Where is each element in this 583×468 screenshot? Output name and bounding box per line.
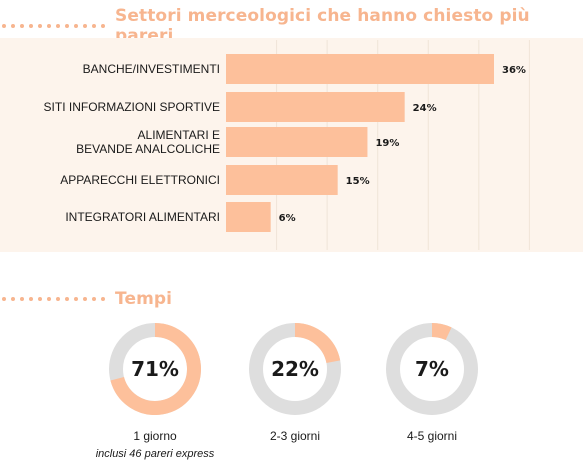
donut-slice	[294, 323, 341, 364]
dotted-line-decoration	[2, 297, 105, 301]
donut-label: 1 giorno	[133, 429, 177, 443]
tempi-title: Tempi	[115, 289, 173, 309]
category-label: BEVANDE ANALCOLICHE	[76, 142, 220, 156]
value-label: 15%	[346, 176, 370, 187]
donut-slice	[110, 323, 201, 415]
category-label: BANCHE/INVESTIMENTI	[83, 62, 220, 76]
donut-4-5-giorni: 7% 4-5 giorni	[362, 323, 502, 443]
value-label: 36%	[502, 65, 526, 76]
donut-chart: 22%	[249, 323, 341, 415]
donut-chart: 71%	[109, 323, 201, 415]
donut-2-3-giorni: 22% 2-3 giorni	[225, 323, 365, 443]
donut-value-label: 22%	[271, 357, 319, 381]
donut-value-label: 71%	[131, 357, 179, 381]
category-label: INTEGRATORI ALIMENTARI	[65, 210, 220, 224]
bar	[226, 202, 271, 232]
bar	[226, 92, 405, 122]
donut-slice	[431, 323, 452, 341]
category-label: APPARECCHI ELETTRONICI	[60, 173, 220, 187]
sector-bar-chart: BANCHE/INVESTIMENTI 36% SITI INFORMAZIONI …	[44, 40, 530, 250]
bar	[226, 165, 338, 195]
tempi-section-header: Tempi	[0, 289, 172, 309]
donut-sublabel: inclusi 46 pareri express	[95, 448, 215, 460]
category-label: ALIMENTARI E	[138, 128, 220, 142]
bar	[226, 54, 494, 84]
value-label: 24%	[413, 103, 437, 114]
category-label: SITI INFORMAZIONI SPORTIVE	[44, 100, 220, 114]
dotted-line-decoration	[2, 24, 105, 28]
donut-1-giorno: 71% 1 giorno inclusi 46 pareri express	[85, 323, 225, 460]
donut-chart: 7%	[386, 323, 478, 415]
donut-label: 4-5 giorni	[406, 429, 458, 443]
bar	[226, 127, 368, 157]
donut-value-label: 7%	[415, 357, 449, 381]
value-label: 6%	[279, 213, 296, 224]
value-label: 19%	[375, 138, 399, 149]
donut-label: 2-3 giorni	[269, 429, 321, 443]
